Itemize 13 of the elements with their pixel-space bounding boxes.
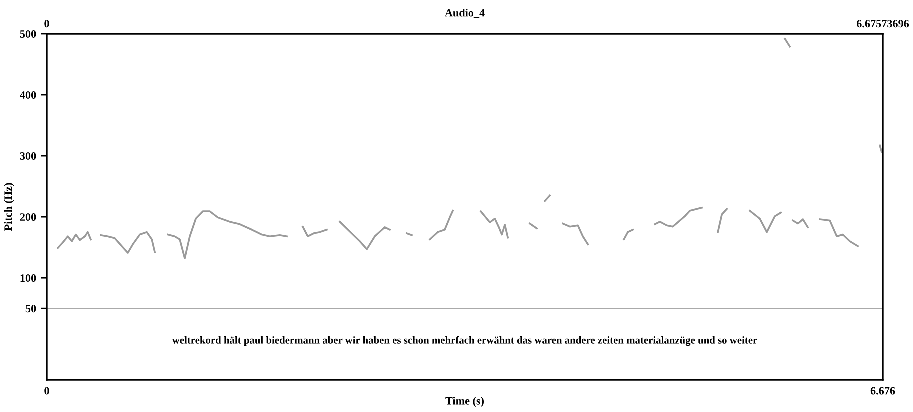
y-tick-label: 50 (26, 305, 36, 313)
y-axis-title: Pitch (Hz) (4, 183, 14, 232)
y-tick-label: 300 (20, 152, 36, 160)
x-axis-title: Time (s) (446, 397, 484, 408)
x2-tick-label: 6.67573696 (856, 20, 910, 28)
y-tick-label: 500 (20, 30, 36, 38)
x-tick-label: 6.676 (870, 387, 896, 395)
annotation: weltrekord hält paul biedermann aber wir haben es schon mehrfach erwähnt das waren andere zeiten materialanzüge und so weiter (172, 336, 758, 346)
y-tick-label: 200 (20, 214, 36, 222)
chart-title: Audio_4 (445, 8, 485, 18)
y-tick-label: 100 (20, 274, 36, 282)
y-tick-label: 400 (20, 91, 36, 99)
x2-tick-label: 0 (44, 20, 50, 28)
